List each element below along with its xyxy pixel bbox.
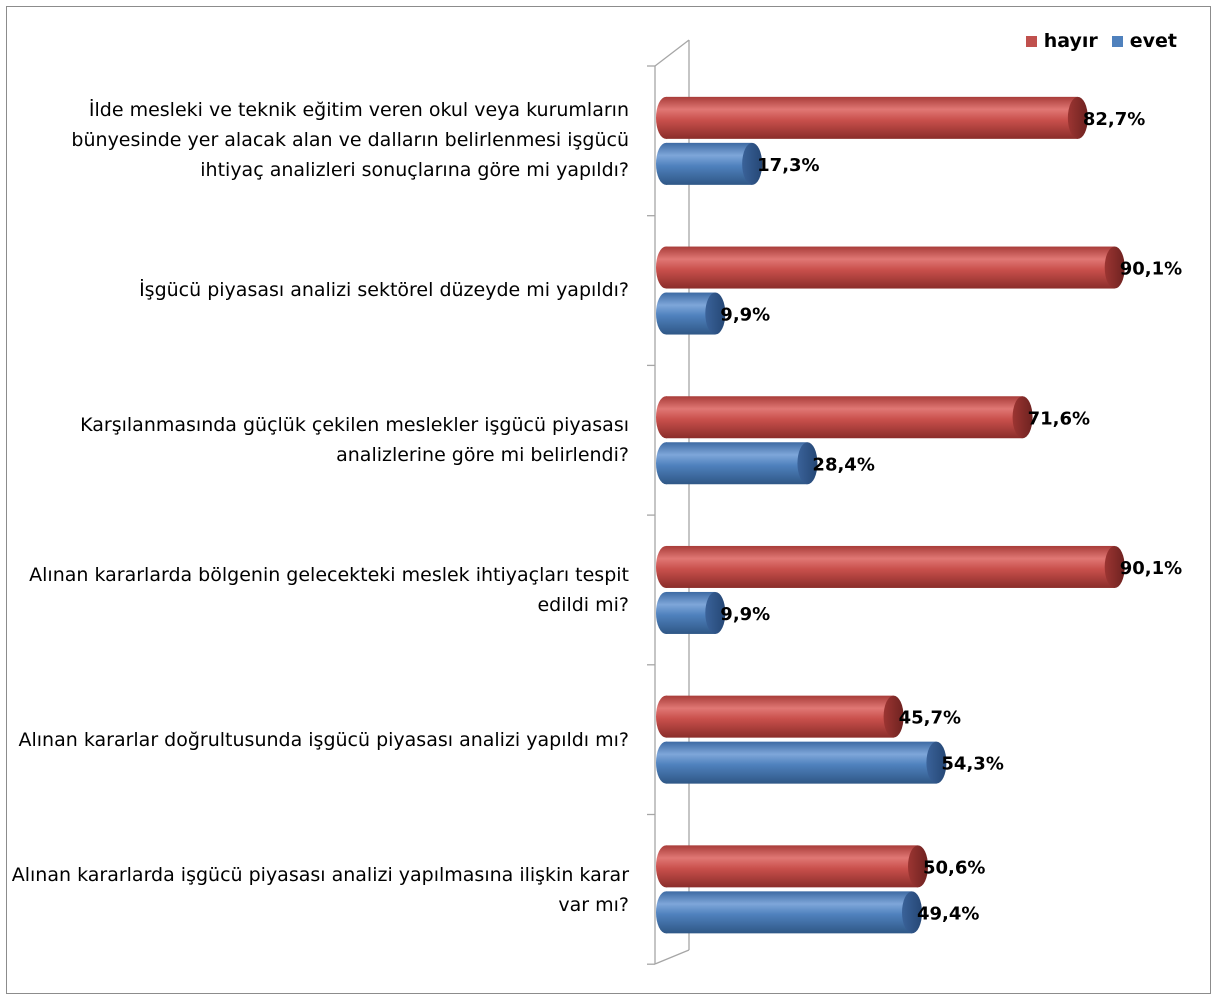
bar-hayir-2 <box>656 246 1125 289</box>
bar-body <box>666 891 913 934</box>
bar-body <box>666 142 753 185</box>
bar-hayir-3 <box>656 396 1033 439</box>
bar-evet-3 <box>656 442 818 485</box>
legend-swatch-evet <box>1111 35 1123 47</box>
bar-hayir-6 <box>656 845 928 888</box>
data-label-evet-5: 54,3% <box>941 754 1003 775</box>
data-label-hayir-1: 82,7% <box>1083 109 1145 130</box>
data-label-evet-1: 17,3% <box>757 155 819 176</box>
bar-evet-1 <box>656 142 763 185</box>
category-label-3: Karşılanmasında güçlük çekilen meslekler… <box>80 414 629 466</box>
data-label-evet-6: 49,4% <box>917 903 979 924</box>
bar-cap-end <box>883 695 904 738</box>
bar-cap-end <box>1104 545 1125 588</box>
bar-cap-end <box>1012 396 1033 439</box>
bar-cap-end <box>797 442 818 485</box>
bar-cap-end <box>1067 96 1088 139</box>
bar-hayir-1 <box>656 96 1088 139</box>
bar-evet-4 <box>656 591 726 634</box>
legend-item-evet: evet <box>1111 30 1177 52</box>
bar-body <box>666 96 1078 139</box>
axis-bottom-edge <box>654 949 690 965</box>
bar-evet-2 <box>656 292 726 335</box>
data-label-hayir-4: 90,1% <box>1120 558 1182 579</box>
chart-frame <box>6 6 1211 994</box>
bar-body <box>666 845 918 888</box>
category-label-6: Alınan kararlarda işgücü piyasası analiz… <box>11 864 629 916</box>
category-axis <box>647 39 690 965</box>
bar-cap-end <box>742 142 763 185</box>
bar-cap-end <box>926 741 947 784</box>
bar-cap-end <box>705 591 726 634</box>
legend-label-hayir: hayır <box>1043 30 1098 52</box>
bar-evet-6 <box>656 891 923 934</box>
legend: hayır evet <box>1025 30 1177 52</box>
legend-swatch-hayir <box>1025 35 1037 47</box>
data-label-hayir-6: 50,6% <box>923 857 985 878</box>
bar-hayir-4 <box>656 545 1125 588</box>
axis-top-edge <box>654 39 690 67</box>
bar-cap-end <box>1104 246 1125 289</box>
bar-cap-end <box>902 891 923 934</box>
bar-body <box>666 246 1115 289</box>
data-label-evet-4: 9,9% <box>720 604 770 625</box>
bar-body <box>666 396 1023 439</box>
legend-label-evet: evet <box>1129 30 1177 52</box>
category-label-4: Alınan kararlarda bölgenin gelecekteki m… <box>29 564 629 616</box>
data-label-evet-2: 9,9% <box>720 305 770 326</box>
bar-body <box>666 695 894 738</box>
bar-body <box>666 741 937 784</box>
data-label-hayir-2: 90,1% <box>1120 259 1182 280</box>
category-label-2: İşgücü piyasası analizi sektörel düzeyde… <box>139 279 629 301</box>
category-label-5: Alınan kararlar doğrultusunda işgücü piy… <box>18 729 630 751</box>
legend-item-hayir: hayır <box>1025 30 1098 52</box>
bar-body <box>666 442 808 485</box>
bar-evet-5 <box>656 741 947 784</box>
bar-body <box>666 545 1115 588</box>
data-label-hayir-5: 45,7% <box>899 708 961 729</box>
category-label-1: İlde mesleki ve teknik eğitim veren okul… <box>71 99 629 181</box>
bar-cap-end <box>705 292 726 335</box>
data-label-evet-3: 28,4% <box>812 454 874 475</box>
bar-hayir-5 <box>656 695 904 738</box>
bar-cap-end <box>907 845 928 888</box>
data-label-hayir-3: 71,6% <box>1028 408 1090 429</box>
